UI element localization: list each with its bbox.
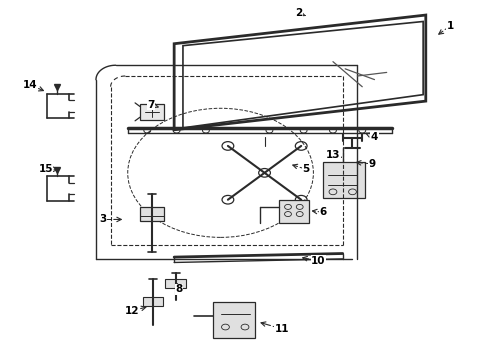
- Text: 1: 1: [446, 21, 454, 31]
- Bar: [140, 207, 164, 221]
- Text: 5: 5: [302, 164, 310, 174]
- Text: 7: 7: [147, 100, 155, 110]
- Text: 12: 12: [124, 306, 139, 316]
- Bar: [213, 302, 255, 338]
- Text: 3: 3: [99, 215, 107, 224]
- Text: 4: 4: [371, 132, 378, 142]
- Bar: [279, 200, 309, 223]
- Bar: [323, 162, 365, 198]
- Text: 14: 14: [23, 80, 37, 90]
- Text: 15: 15: [38, 164, 53, 174]
- Text: 8: 8: [175, 284, 183, 294]
- Bar: [140, 104, 164, 120]
- Bar: [144, 297, 163, 306]
- Text: 10: 10: [311, 256, 325, 266]
- Text: 9: 9: [368, 159, 376, 169]
- Text: 6: 6: [319, 207, 327, 217]
- Bar: [165, 279, 186, 288]
- Text: 11: 11: [274, 324, 289, 334]
- Text: 2: 2: [295, 8, 302, 18]
- Text: 13: 13: [326, 150, 340, 160]
